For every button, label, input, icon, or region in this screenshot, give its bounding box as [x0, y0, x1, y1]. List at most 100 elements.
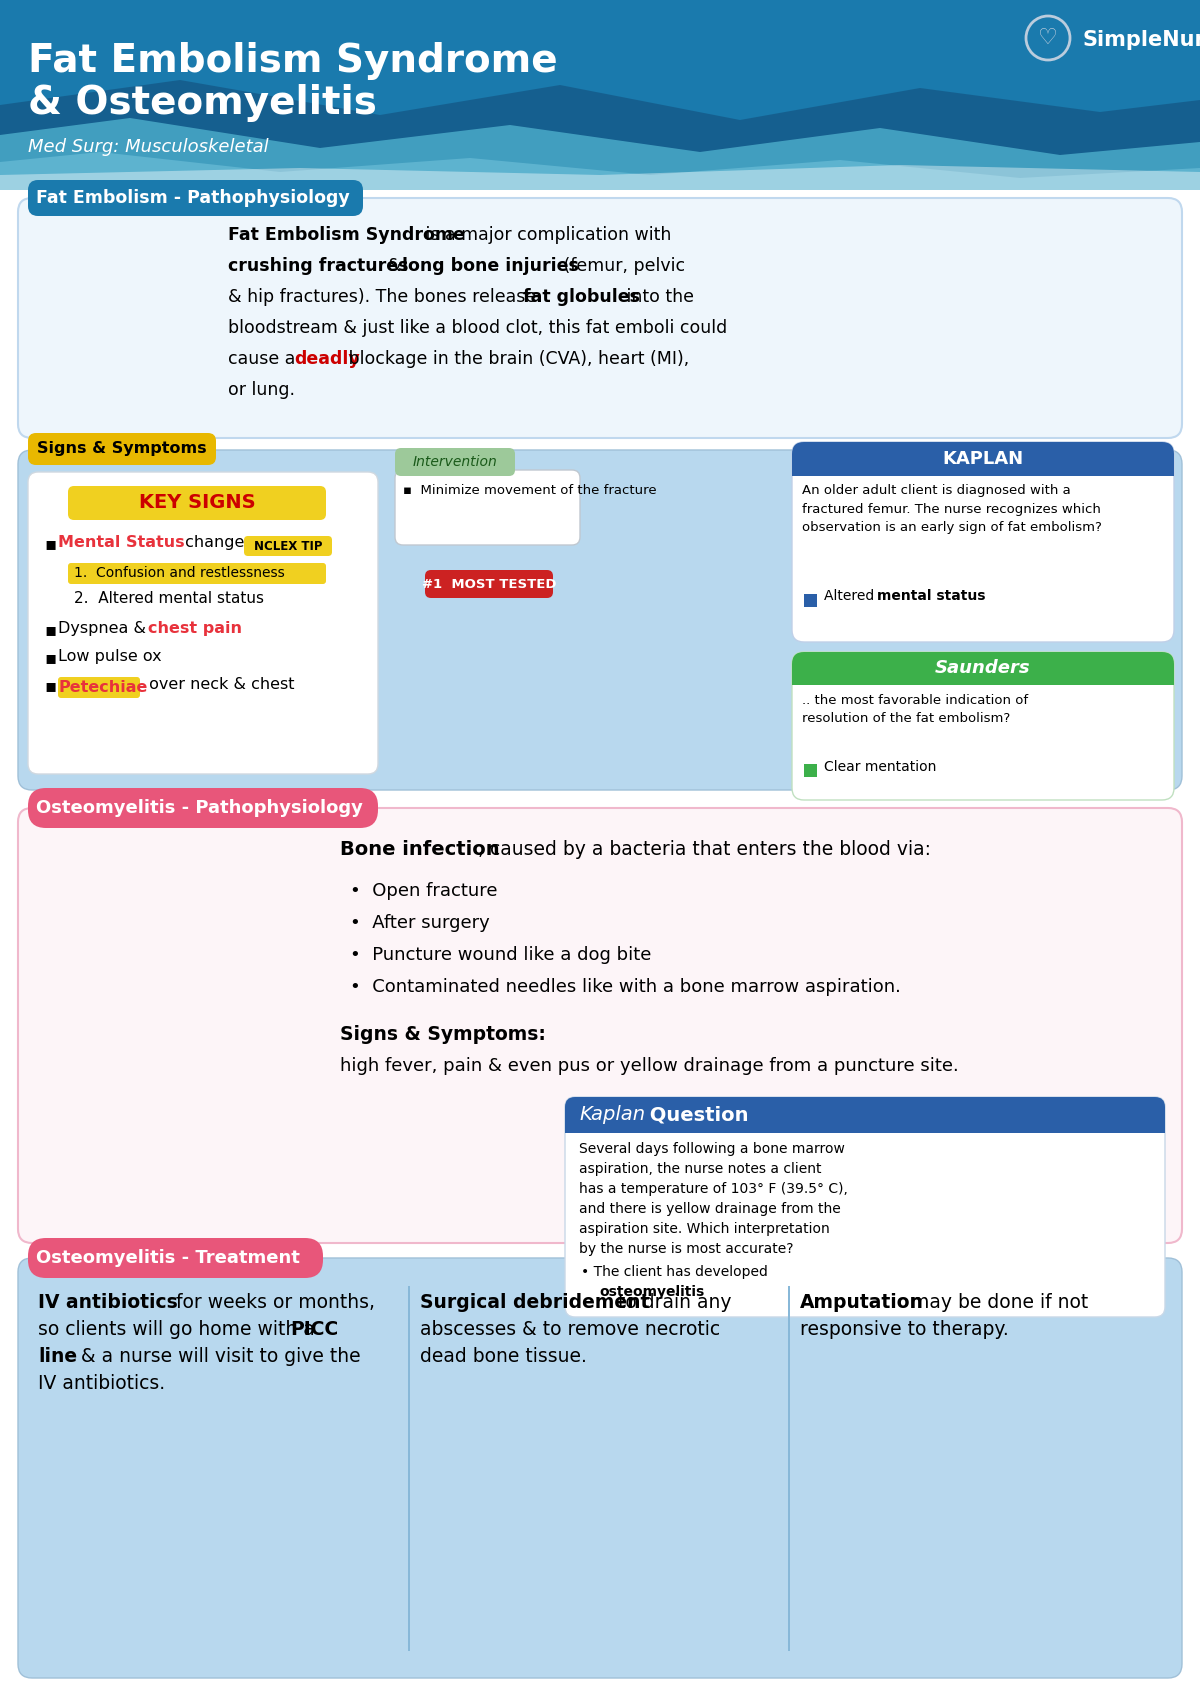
Text: & a nurse will visit to give the: & a nurse will visit to give the: [74, 1347, 361, 1366]
Text: or lung.: or lung.: [228, 382, 295, 399]
Text: blockage in the brain (CVA), heart (MI),: blockage in the brain (CVA), heart (MI),: [343, 350, 689, 368]
Bar: [788, 1286, 790, 1651]
Bar: [408, 1286, 410, 1651]
FancyBboxPatch shape: [68, 485, 326, 519]
Text: dead bone tissue.: dead bone tissue.: [420, 1347, 587, 1366]
Text: Signs & Symptoms:: Signs & Symptoms:: [340, 1025, 546, 1044]
Text: Dyspnea &: Dyspnea &: [58, 621, 151, 636]
Text: Fat Embolism Syndrome: Fat Embolism Syndrome: [28, 42, 558, 80]
FancyBboxPatch shape: [395, 470, 580, 545]
Text: Mental Status: Mental Status: [58, 535, 185, 550]
FancyBboxPatch shape: [792, 652, 1174, 799]
Text: Fat Embolism Syndrome: Fat Embolism Syndrome: [228, 226, 464, 244]
Polygon shape: [0, 153, 1200, 190]
Text: •  Contaminated needles like with a bone marrow aspiration.: • Contaminated needles like with a bone …: [350, 977, 901, 996]
Bar: [804, 594, 817, 608]
Text: Low pulse ox: Low pulse ox: [58, 648, 162, 664]
Text: abscesses & to remove necrotic: abscesses & to remove necrotic: [420, 1320, 720, 1339]
Text: Surgical debridement: Surgical debridement: [420, 1293, 649, 1312]
FancyBboxPatch shape: [244, 536, 332, 557]
Text: fat globules: fat globules: [523, 288, 640, 305]
Text: for weeks or months,: for weeks or months,: [170, 1293, 374, 1312]
Text: PICC: PICC: [290, 1320, 338, 1339]
Text: Bone infection: Bone infection: [340, 840, 499, 859]
FancyBboxPatch shape: [792, 441, 1174, 641]
FancyBboxPatch shape: [68, 563, 326, 584]
Text: #1  MOST TESTED: #1 MOST TESTED: [421, 577, 557, 591]
Text: line: line: [38, 1347, 77, 1366]
FancyBboxPatch shape: [28, 180, 364, 216]
Text: to drain any: to drain any: [612, 1293, 732, 1312]
Text: SimpleNursing: SimpleNursing: [1082, 31, 1200, 49]
Bar: [804, 764, 817, 777]
FancyBboxPatch shape: [425, 570, 553, 597]
FancyBboxPatch shape: [18, 199, 1182, 438]
Text: Kaplan: Kaplan: [580, 1105, 646, 1125]
Text: An older adult client is diagnosed with a
fractured femur. The nurse recognizes : An older adult client is diagnosed with …: [802, 484, 1102, 535]
Text: Fat Embolism - Pathophysiology: Fat Embolism - Pathophysiology: [36, 188, 349, 207]
Bar: [792, 670, 1174, 686]
Polygon shape: [0, 119, 1200, 190]
Text: Several days following a bone marrow
aspiration, the nurse notes a client
has a : Several days following a bone marrow asp…: [580, 1142, 848, 1256]
FancyBboxPatch shape: [565, 1096, 1165, 1317]
Text: Med Surg: Musculoskeletal: Med Surg: Musculoskeletal: [28, 137, 269, 156]
Text: ▪  Minimize movement of the fracture: ▪ Minimize movement of the fracture: [403, 484, 656, 497]
Text: •  Open fracture: • Open fracture: [350, 882, 498, 899]
Text: chest pain: chest pain: [148, 621, 242, 636]
Text: IV antibiotics.: IV antibiotics.: [38, 1375, 166, 1393]
Polygon shape: [0, 165, 1200, 190]
Text: over neck & chest: over neck & chest: [144, 677, 294, 692]
Text: ▪: ▪: [44, 621, 56, 640]
Text: responsive to therapy.: responsive to therapy.: [800, 1320, 1009, 1339]
Text: , caused by a bacteria that enters the blood via:: , caused by a bacteria that enters the b…: [478, 840, 931, 859]
Text: &: &: [382, 256, 407, 275]
Text: Amputation: Amputation: [800, 1293, 924, 1312]
FancyBboxPatch shape: [18, 450, 1182, 791]
FancyBboxPatch shape: [58, 677, 140, 697]
Text: 2.  Altered mental status: 2. Altered mental status: [74, 591, 264, 606]
Text: changes: changes: [180, 535, 258, 550]
Text: ▪: ▪: [44, 535, 56, 553]
Text: •  After surgery: • After surgery: [350, 915, 490, 932]
Text: Altered: Altered: [824, 589, 878, 602]
Text: ▪: ▪: [44, 648, 56, 667]
Text: high fever, pain & even pus or yellow drainage from a puncture site.: high fever, pain & even pus or yellow dr…: [340, 1057, 959, 1074]
Text: (femur, pelvic: (femur, pelvic: [558, 256, 685, 275]
Text: Question: Question: [643, 1105, 749, 1125]
Text: may be done if not: may be done if not: [905, 1293, 1088, 1312]
Text: into the: into the: [622, 288, 694, 305]
Bar: [0, 0, 1200, 190]
Bar: [565, 1117, 1165, 1134]
Text: & Osteomyelitis: & Osteomyelitis: [28, 83, 377, 122]
FancyBboxPatch shape: [565, 1096, 1165, 1134]
Text: & hip fractures). The bones release: & hip fractures). The bones release: [228, 288, 541, 305]
Bar: [792, 462, 1174, 475]
Text: osteomyelitis: osteomyelitis: [599, 1285, 704, 1298]
Text: deadly: deadly: [294, 350, 360, 368]
Text: Osteomyelitis - Pathophysiology: Osteomyelitis - Pathophysiology: [36, 799, 362, 816]
FancyBboxPatch shape: [792, 441, 1174, 475]
Text: Petechiae: Petechiae: [58, 679, 148, 694]
Text: ▪: ▪: [44, 677, 56, 696]
Text: so clients will go home with a: so clients will go home with a: [38, 1320, 320, 1339]
FancyBboxPatch shape: [792, 652, 1174, 686]
Polygon shape: [0, 80, 1200, 190]
FancyBboxPatch shape: [18, 1257, 1182, 1678]
FancyBboxPatch shape: [28, 433, 216, 465]
Text: mental status: mental status: [877, 589, 985, 602]
Text: bloodstream & just like a blood clot, this fat emboli could: bloodstream & just like a blood clot, th…: [228, 319, 727, 338]
Text: IV antibiotics: IV antibiotics: [38, 1293, 178, 1312]
Text: ♡: ♡: [1038, 27, 1058, 48]
FancyBboxPatch shape: [18, 808, 1182, 1242]
Text: Signs & Symptoms: Signs & Symptoms: [37, 441, 206, 456]
Text: 1.  Confusion and restlessness: 1. Confusion and restlessness: [74, 567, 284, 580]
Text: NCLEX TIP: NCLEX TIP: [253, 540, 323, 553]
Text: cause a: cause a: [228, 350, 301, 368]
Text: crushing fractures: crushing fractures: [228, 256, 408, 275]
FancyBboxPatch shape: [395, 448, 515, 475]
Text: Osteomyelitis - Treatment: Osteomyelitis - Treatment: [36, 1249, 300, 1268]
FancyBboxPatch shape: [28, 1239, 323, 1278]
FancyBboxPatch shape: [28, 472, 378, 774]
Text: Saunders: Saunders: [935, 658, 1031, 677]
Text: KEY SIGNS: KEY SIGNS: [139, 494, 256, 512]
